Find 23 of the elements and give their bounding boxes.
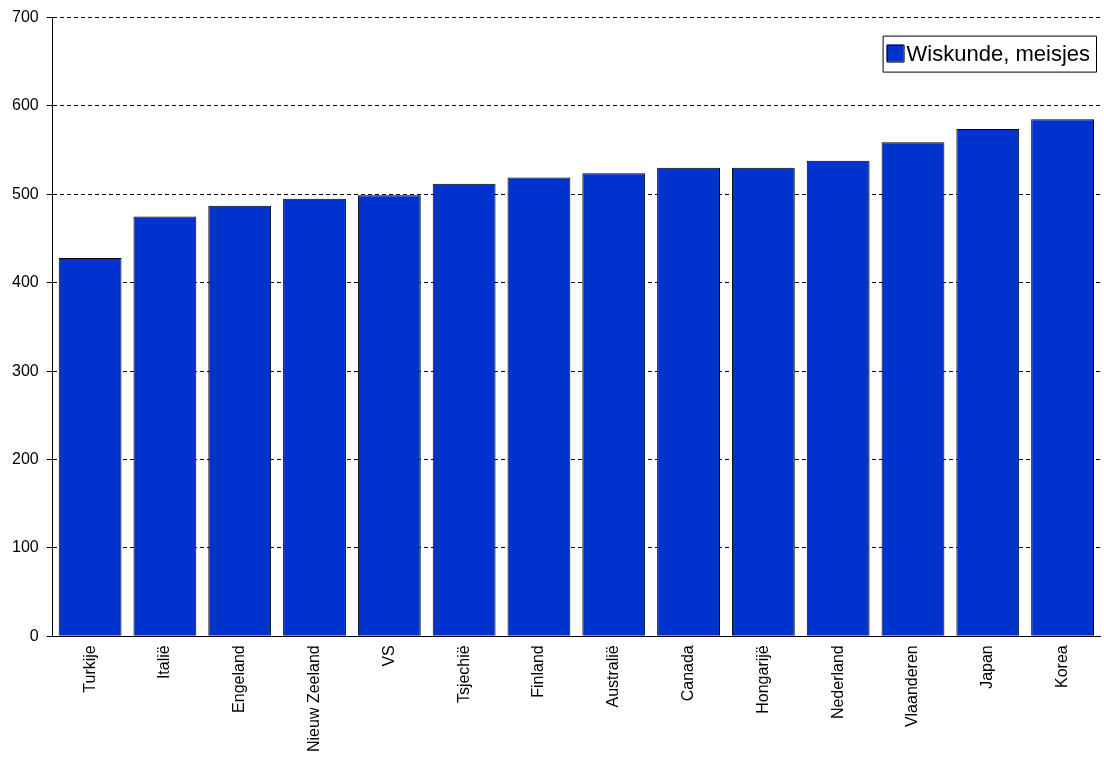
x-tick-label: Nederland xyxy=(828,645,846,720)
x-tick-label: Tsjechië xyxy=(454,645,472,704)
x-tick-label: Canada xyxy=(678,645,696,702)
x-tick-label: Engeland xyxy=(230,645,248,713)
y-tick-label: 100 xyxy=(11,538,39,556)
y-tick-label: 200 xyxy=(11,449,39,467)
x-tick-label: Hongarijë xyxy=(753,645,771,714)
y-tick-label: 300 xyxy=(11,361,39,379)
y-tick-label: 400 xyxy=(11,273,39,291)
x-tick-label: Australië xyxy=(604,645,622,708)
x-tick-label: Vlaanderen xyxy=(903,645,921,728)
y-tick-label: 500 xyxy=(11,184,39,202)
legend-label: Wiskunde, meisjes xyxy=(906,40,1090,66)
x-tick-label: Italië xyxy=(155,645,173,680)
x-tick-label: Korea xyxy=(1053,645,1070,688)
y-tick-label: 700 xyxy=(11,8,39,26)
y-tick-label: 600 xyxy=(11,96,39,114)
x-tick-label: Japan xyxy=(978,645,996,689)
x-tick-label: VS xyxy=(379,645,397,667)
x-tick-label: Finland xyxy=(529,645,547,698)
x-tick-label: Turkije xyxy=(80,645,98,693)
x-tick-label: Nieuw Zeeland xyxy=(304,645,322,753)
y-tick-label: 0 xyxy=(29,626,39,644)
